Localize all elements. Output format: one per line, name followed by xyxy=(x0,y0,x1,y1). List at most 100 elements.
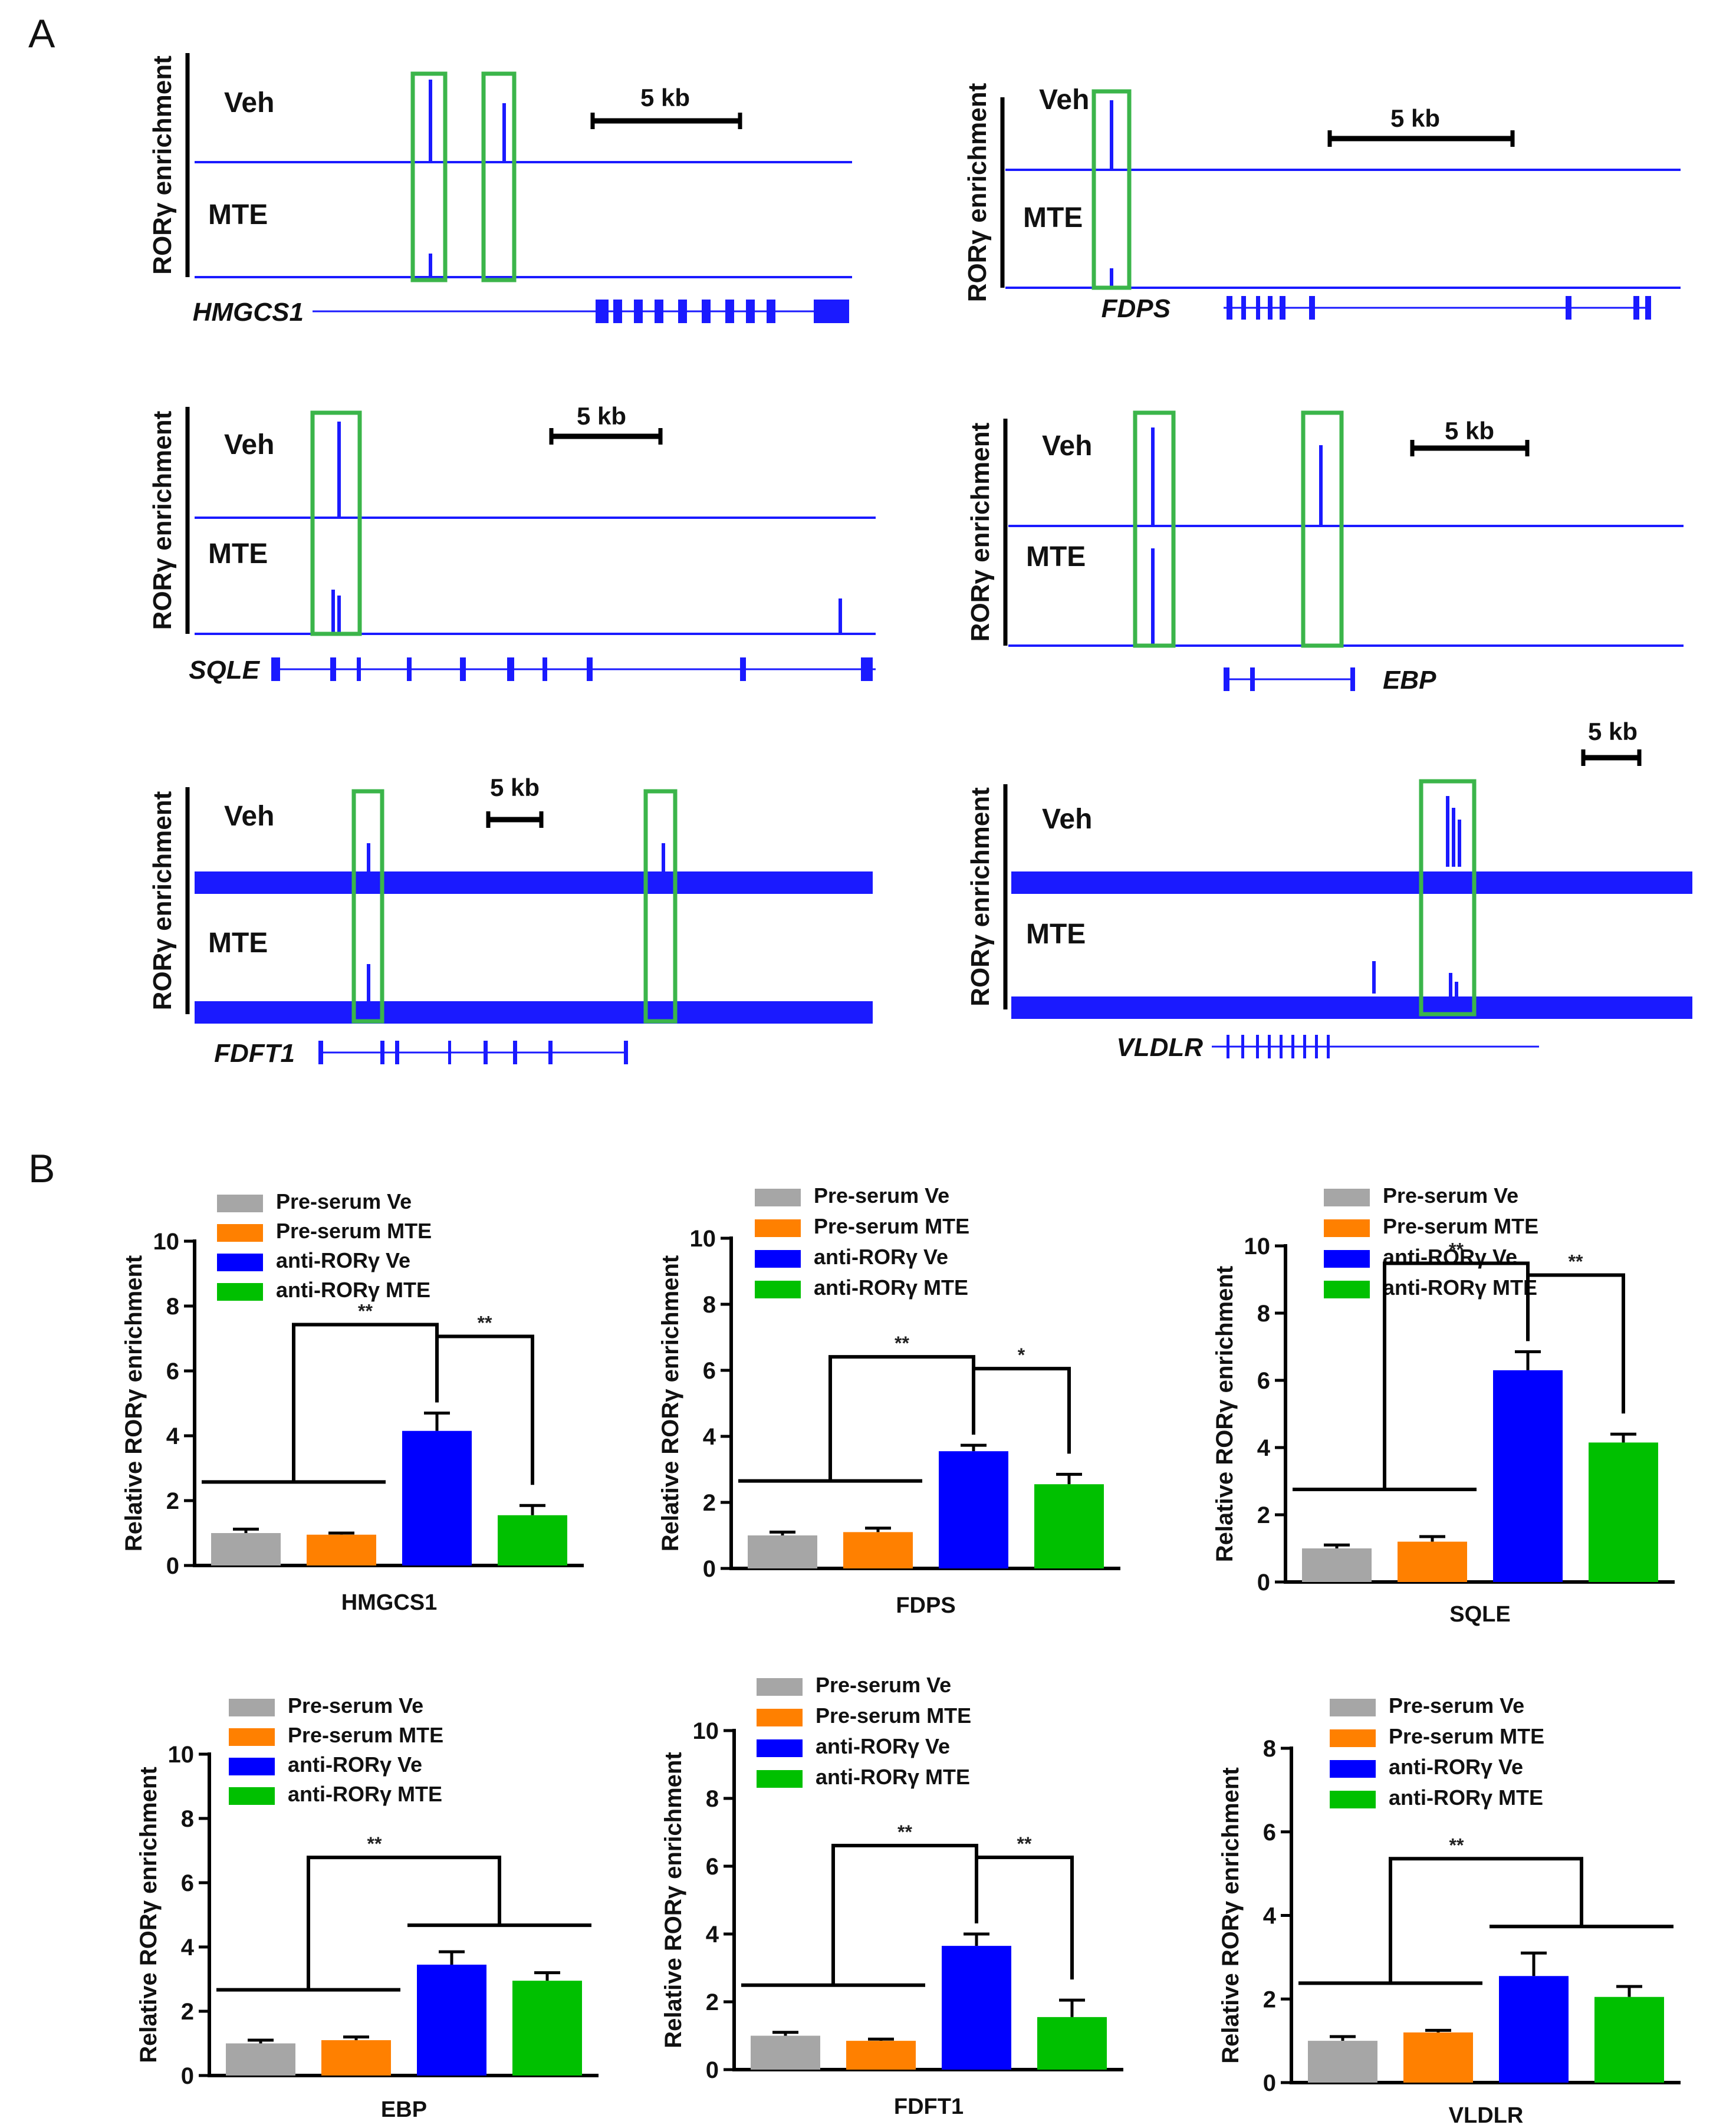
sig-bracket xyxy=(976,1856,1074,1980)
y-tick-label: 4 xyxy=(181,1935,195,1961)
sig-bracket xyxy=(1528,1273,1625,1414)
bar-pre-serum-mte xyxy=(846,2041,916,2070)
y-tick-label: 10 xyxy=(153,1229,180,1255)
sig-marker: ** xyxy=(1449,1834,1464,1856)
gene-exon xyxy=(1291,1035,1294,1058)
gene-label: FDFT1 xyxy=(214,1039,295,1068)
legend-swatch xyxy=(229,1787,275,1805)
veh-signal xyxy=(195,871,873,894)
x-axis-label: VLDLR xyxy=(1449,2103,1524,2128)
gene-exon xyxy=(587,657,593,681)
bar-anti-ror-mte xyxy=(1589,1442,1658,1582)
gene-exon xyxy=(1633,296,1639,320)
legend-swatch xyxy=(1330,1791,1376,1808)
sig-marker: ** xyxy=(895,1333,909,1354)
chart-vldlr: 0 2 4 6 8 Relative RORγ enrichment VLDLR Pre-se… xyxy=(1218,1693,1681,2128)
bar-anti-ror-ve xyxy=(939,1451,1008,1568)
binding-site-box xyxy=(310,410,362,636)
y-tick-label: 6 xyxy=(181,1870,194,1896)
gene-exon xyxy=(746,300,755,323)
legend-label: Pre-serum Ve xyxy=(288,1693,423,1718)
signal-peak xyxy=(429,254,432,277)
gene-label: SQLE xyxy=(189,656,260,685)
x-axis-label: SQLE xyxy=(1449,1602,1510,1627)
scale-bar-label: 5 kb xyxy=(640,84,690,111)
legend-label: anti-RORγ MTE xyxy=(816,1765,970,1789)
y-axis-label: Relative RORγ enrichment xyxy=(657,1255,683,1551)
binding-site-box xyxy=(1133,410,1176,648)
mte-label: MTE xyxy=(208,538,268,570)
gene-exon xyxy=(330,657,336,681)
sig-bracket xyxy=(307,1856,501,1990)
sig-marker: ** xyxy=(897,1821,912,1843)
y-tick-label: 0 xyxy=(181,2063,194,2089)
y-tick-label: 2 xyxy=(706,1989,719,2015)
bar-anti-ror-ve xyxy=(1493,1370,1563,1582)
gene-exon xyxy=(1566,296,1571,320)
track-sqle: RORγ enrichment Veh MTE 5 kb SQLE xyxy=(148,402,876,685)
bar-pre-serum-mte xyxy=(843,1532,913,1568)
bar-anti-ror-mte xyxy=(1594,1997,1664,2083)
mte-label: MTE xyxy=(1023,202,1083,233)
legend-label: anti-RORγ Ve xyxy=(1389,1755,1523,1779)
signal-peak xyxy=(662,843,665,876)
y-tick-label: 8 xyxy=(706,1786,719,1812)
bar-pre-serum-mte xyxy=(1398,1541,1467,1582)
gene-exon xyxy=(655,300,663,323)
y-tick-label: 4 xyxy=(166,1423,180,1449)
gene-exon xyxy=(814,300,849,323)
signal-peak xyxy=(1372,961,1376,994)
gene-exon xyxy=(1268,1035,1271,1058)
legend-swatch xyxy=(1324,1250,1370,1268)
signal-peak xyxy=(1151,548,1155,646)
signal-peak xyxy=(1319,445,1323,526)
x-axis-label: FDPS xyxy=(896,1593,955,1618)
legend-label: Pre-serum Ve xyxy=(276,1189,412,1213)
signal-peak xyxy=(1455,982,1458,1002)
gene-exon xyxy=(725,300,734,323)
veh-label: Veh xyxy=(1039,84,1089,116)
gene-exon xyxy=(484,1041,488,1064)
gene-exon xyxy=(513,1041,517,1064)
y-tick-label: 8 xyxy=(166,1294,179,1320)
sig-marker: ** xyxy=(1569,1251,1583,1272)
gene-exon xyxy=(1227,1035,1229,1058)
y-tick-label: 2 xyxy=(166,1488,179,1514)
gene-exon xyxy=(1224,667,1229,691)
legend-label: Pre-serum Ve xyxy=(816,1673,951,1697)
track-hmgcs1: RORγ enrichment Veh MTE 5 kb HMGCS1 xyxy=(148,53,852,327)
track-ebp: RORγ enrichment Veh MTE 5 kb EBP xyxy=(966,410,1684,695)
binding-site-box xyxy=(1091,89,1132,290)
gene-exon xyxy=(1241,1035,1244,1058)
gene-exon xyxy=(407,657,412,681)
gene-label: HMGCS1 xyxy=(193,298,304,327)
veh-label: Veh xyxy=(1042,804,1092,835)
y-tick-label: 6 xyxy=(1263,1820,1276,1846)
legend-label: anti-RORγ Ve xyxy=(814,1245,948,1269)
scale-bar-label: 5 kb xyxy=(490,774,540,801)
legend-label: Pre-serum MTE xyxy=(288,1723,443,1747)
legend-swatch xyxy=(229,1699,275,1716)
mte-signal xyxy=(1011,996,1692,1019)
bar-pre-serum-mte xyxy=(1403,2032,1473,2083)
legend-swatch xyxy=(217,1254,263,1271)
y-axis-label: Relative RORγ enrichment xyxy=(121,1255,147,1551)
binding-site-box xyxy=(643,789,678,1024)
bar-pre-serum-ve xyxy=(211,1533,281,1565)
legend-swatch xyxy=(755,1281,801,1298)
legend-label: anti-RORγ MTE xyxy=(276,1278,430,1302)
sig-marker: ** xyxy=(1017,1833,1032,1854)
y-tick-label: 6 xyxy=(703,1358,716,1384)
gene-exon xyxy=(1268,296,1273,320)
legend-swatch xyxy=(229,1728,275,1746)
gene-exon xyxy=(1327,1035,1330,1058)
binding-site-box xyxy=(351,789,384,1024)
y-tick-label: 8 xyxy=(181,1806,194,1832)
bar-anti-ror-mte xyxy=(498,1515,567,1565)
signal-peak xyxy=(1449,973,1452,1002)
scale-bar-label: 5 kb xyxy=(1588,718,1638,745)
gene-exon xyxy=(318,1041,323,1064)
panel-b-label: B xyxy=(28,1146,55,1191)
